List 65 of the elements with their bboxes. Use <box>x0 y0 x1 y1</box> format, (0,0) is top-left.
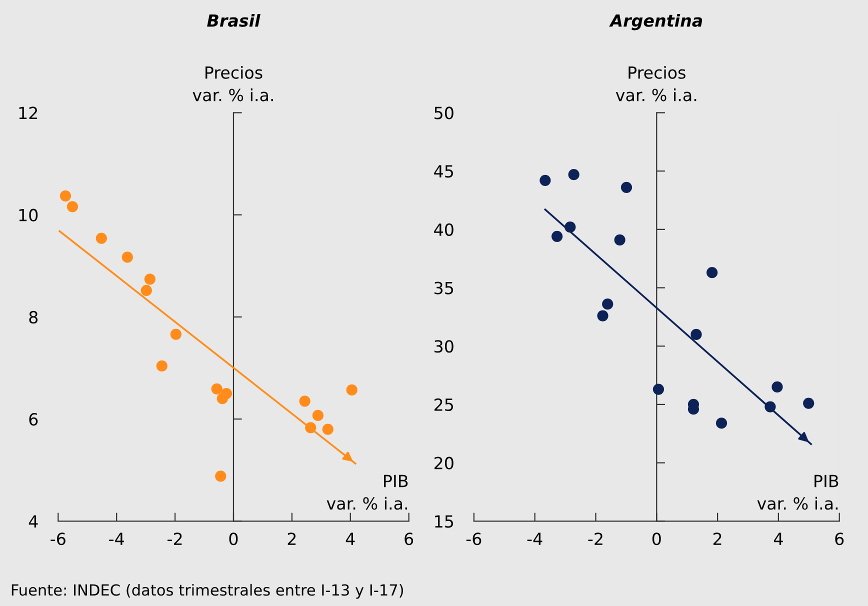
x-tick-label: 2 <box>713 532 722 545</box>
point <box>568 169 580 180</box>
point <box>140 284 152 296</box>
point <box>144 274 156 285</box>
point <box>322 424 334 435</box>
point <box>122 252 133 263</box>
point <box>764 401 776 412</box>
point <box>312 410 324 422</box>
point <box>346 384 358 396</box>
source-note: Fuente: INDEC (datos trimestrales entre I-13 y I-17) <box>12 584 404 599</box>
x-tick-label: -6 <box>50 532 66 546</box>
point <box>299 396 310 407</box>
x-tick-label: 2 <box>288 532 296 545</box>
x-tick-label: 6 <box>835 532 844 546</box>
point <box>170 328 182 340</box>
point <box>552 230 563 242</box>
y-tick-label: 6 <box>29 413 38 426</box>
point <box>305 422 316 434</box>
point <box>772 381 783 393</box>
y-tick-label: 50 <box>434 106 454 120</box>
point <box>706 267 718 278</box>
x-tick-label: -6 <box>466 532 482 546</box>
x-tick-label: 0 <box>652 532 661 546</box>
chart-title: Brasil <box>207 14 260 27</box>
point <box>66 201 78 212</box>
x-tick-label: -4 <box>109 532 124 545</box>
y-tick-label: 40 <box>434 223 454 236</box>
y-tick-label: 12 <box>19 106 38 120</box>
x-tick-label: -2 <box>588 532 602 545</box>
point <box>690 328 702 340</box>
x-axis-title: PIB var. % i.a. <box>326 474 408 510</box>
x-tick-label: 4 <box>346 532 355 545</box>
x-tick-label: -4 <box>527 532 542 545</box>
point <box>216 393 228 404</box>
x-tick-label: 0 <box>229 532 238 546</box>
chart-title: Argentina <box>609 14 702 30</box>
point <box>156 360 168 372</box>
point <box>620 182 632 193</box>
y-tick-label: 30 <box>434 340 454 353</box>
y-tick-label: 20 <box>434 456 454 470</box>
point <box>716 418 728 429</box>
y-tick-label: 15 <box>435 515 454 528</box>
x-tick-label: 6 <box>404 532 414 546</box>
y-tick-label: 45 <box>434 165 454 178</box>
point <box>652 384 664 395</box>
y-axis-title: Precios var. % i.a. <box>616 66 696 102</box>
point <box>60 190 72 202</box>
point <box>602 298 614 310</box>
point <box>564 222 576 233</box>
point <box>597 310 608 322</box>
point <box>540 174 551 186</box>
point <box>614 234 626 246</box>
x-axis-title: PIB var. % i.a. <box>757 474 838 510</box>
y-tick-label: 10 <box>19 208 38 222</box>
point <box>96 232 107 244</box>
x-tick-label: 4 <box>774 532 783 545</box>
x-tick-label: -2 <box>168 532 182 545</box>
point <box>215 470 226 482</box>
y-tick-label: 4 <box>28 515 38 528</box>
y-tick-label: 35 <box>434 282 454 294</box>
point <box>211 383 222 394</box>
y-tick-label: 8 <box>29 310 38 324</box>
point <box>803 398 814 409</box>
y-tick-label: 25 <box>434 398 454 412</box>
y-axis-title: Precios var. % i.a. <box>192 66 273 102</box>
